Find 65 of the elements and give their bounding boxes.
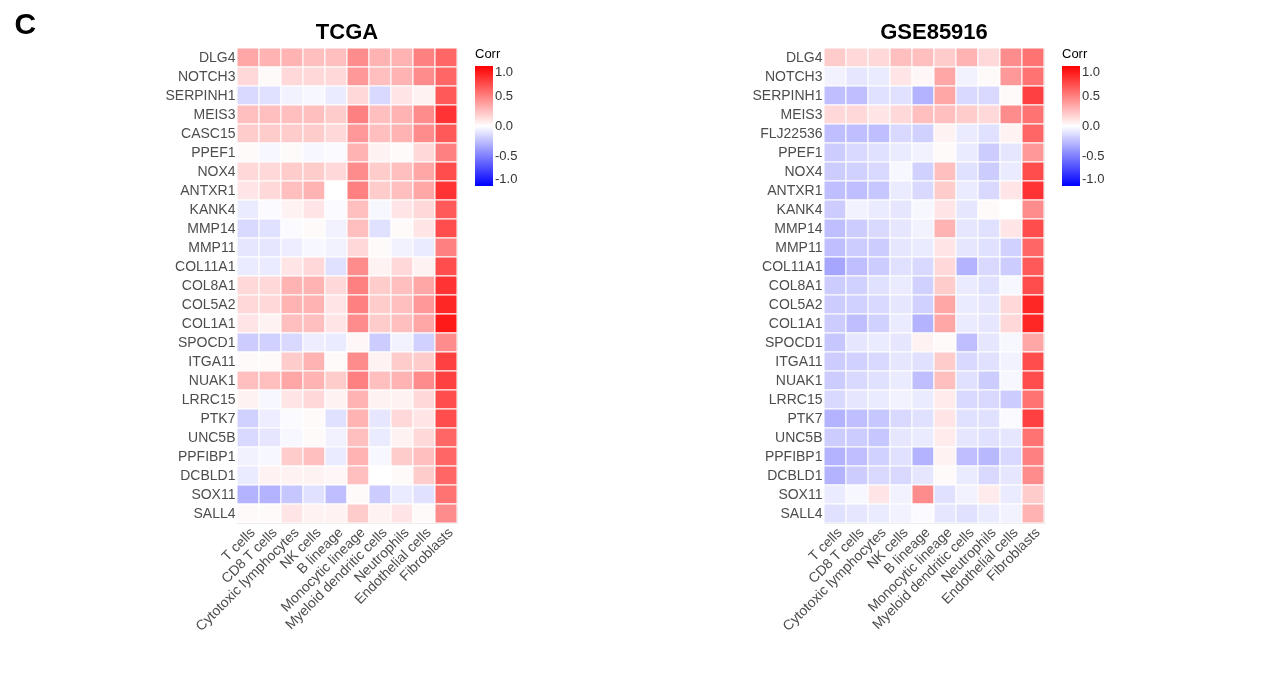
y-tick-label: ANTXR1 bbox=[180, 181, 236, 198]
chart-title: GSE85916 bbox=[880, 18, 988, 44]
color-bar-label: -0.5 bbox=[1082, 148, 1105, 163]
y-tick-label: ANTXR1 bbox=[767, 181, 823, 198]
y-tick-label: SPOCD1 bbox=[177, 333, 236, 350]
y-tick-label: NOTCH3 bbox=[764, 67, 823, 84]
y-tick-label: UNC5B bbox=[188, 428, 236, 445]
color-bar-label: -1.0 bbox=[495, 171, 518, 186]
y-tick-label: SPOCD1 bbox=[764, 333, 823, 350]
y-tick-label: MEIS3 bbox=[193, 105, 236, 122]
text: C bbox=[14, 7, 37, 40]
y-tick-label: PTK7 bbox=[787, 409, 823, 426]
y-tick-label: LRRC15 bbox=[768, 390, 823, 407]
y-tick-label: DCBLD1 bbox=[180, 466, 236, 483]
color-bar-label: 0.0 bbox=[1082, 118, 1101, 133]
y-tick-label: ITGA11 bbox=[188, 352, 236, 369]
y-tick-label: PTK7 bbox=[200, 409, 236, 426]
y-tick-label: PPFIBP1 bbox=[764, 447, 823, 464]
y-tick-label: LRRC15 bbox=[181, 390, 236, 407]
y-tick-label: COL11A1 bbox=[762, 257, 823, 274]
y-tick-label: KANK4 bbox=[189, 200, 236, 217]
y-tick-label: COL1A1 bbox=[768, 314, 823, 331]
y-tick-label: PPEF1 bbox=[191, 143, 236, 160]
color-bar-label: 1.0 bbox=[495, 64, 514, 79]
chart-title: TCGA bbox=[315, 18, 379, 44]
color-bar-label: 0.5 bbox=[1082, 88, 1101, 103]
y-tick-label: COL11A1 bbox=[175, 257, 236, 274]
y-tick-label: SOX11 bbox=[778, 485, 823, 502]
y-tick-label: NOX4 bbox=[784, 162, 823, 179]
color-bar-label: 1.0 bbox=[1082, 64, 1101, 79]
y-tick-label: PPFIBP1 bbox=[177, 447, 236, 464]
color-bar-label: 0.0 bbox=[495, 118, 514, 133]
y-tick-label: NOX4 bbox=[197, 162, 236, 179]
y-tick-label: MMP14 bbox=[774, 219, 823, 236]
y-tick-label: CASC15 bbox=[181, 124, 236, 141]
color-bar-label: -0.5 bbox=[495, 148, 518, 163]
y-tick-label: DLG4 bbox=[198, 48, 236, 65]
y-tick-label: MEIS3 bbox=[780, 105, 823, 122]
y-tick-label: DLG4 bbox=[785, 48, 823, 65]
y-tick-label: MMP11 bbox=[775, 238, 823, 255]
color-bar-label: 0.5 bbox=[495, 88, 514, 103]
y-tick-label: NUAK1 bbox=[775, 371, 823, 388]
y-tick-label: SOX11 bbox=[191, 485, 236, 502]
y-tick-label: FLJ22536 bbox=[760, 124, 823, 141]
y-tick-label: MMP11 bbox=[188, 238, 236, 255]
y-tick-label: COL5A2 bbox=[181, 295, 236, 312]
y-tick-label: NUAK1 bbox=[188, 371, 236, 388]
y-tick-label: SERPINH1 bbox=[752, 86, 823, 103]
y-tick-label: UNC5B bbox=[775, 428, 823, 445]
color-bar-title: Corr bbox=[475, 46, 501, 61]
y-tick-label: ITGA11 bbox=[775, 352, 823, 369]
y-tick-label: MMP14 bbox=[187, 219, 236, 236]
color-bar-title: Corr bbox=[1062, 46, 1088, 61]
y-tick-label: SALL4 bbox=[780, 504, 823, 521]
y-tick-label: COL5A2 bbox=[768, 295, 823, 312]
y-tick-label: COL1A1 bbox=[181, 314, 236, 331]
color-bar-label: -1.0 bbox=[1082, 171, 1105, 186]
y-tick-label: DCBLD1 bbox=[767, 466, 823, 483]
y-tick-label: SALL4 bbox=[193, 504, 236, 521]
y-tick-label: COL8A1 bbox=[181, 276, 236, 293]
y-tick-label: PPEF1 bbox=[778, 143, 823, 160]
y-tick-label: COL8A1 bbox=[768, 276, 823, 293]
y-tick-label: NOTCH3 bbox=[177, 67, 236, 84]
y-tick-label: KANK4 bbox=[776, 200, 823, 217]
y-tick-label: SERPINH1 bbox=[165, 86, 236, 103]
